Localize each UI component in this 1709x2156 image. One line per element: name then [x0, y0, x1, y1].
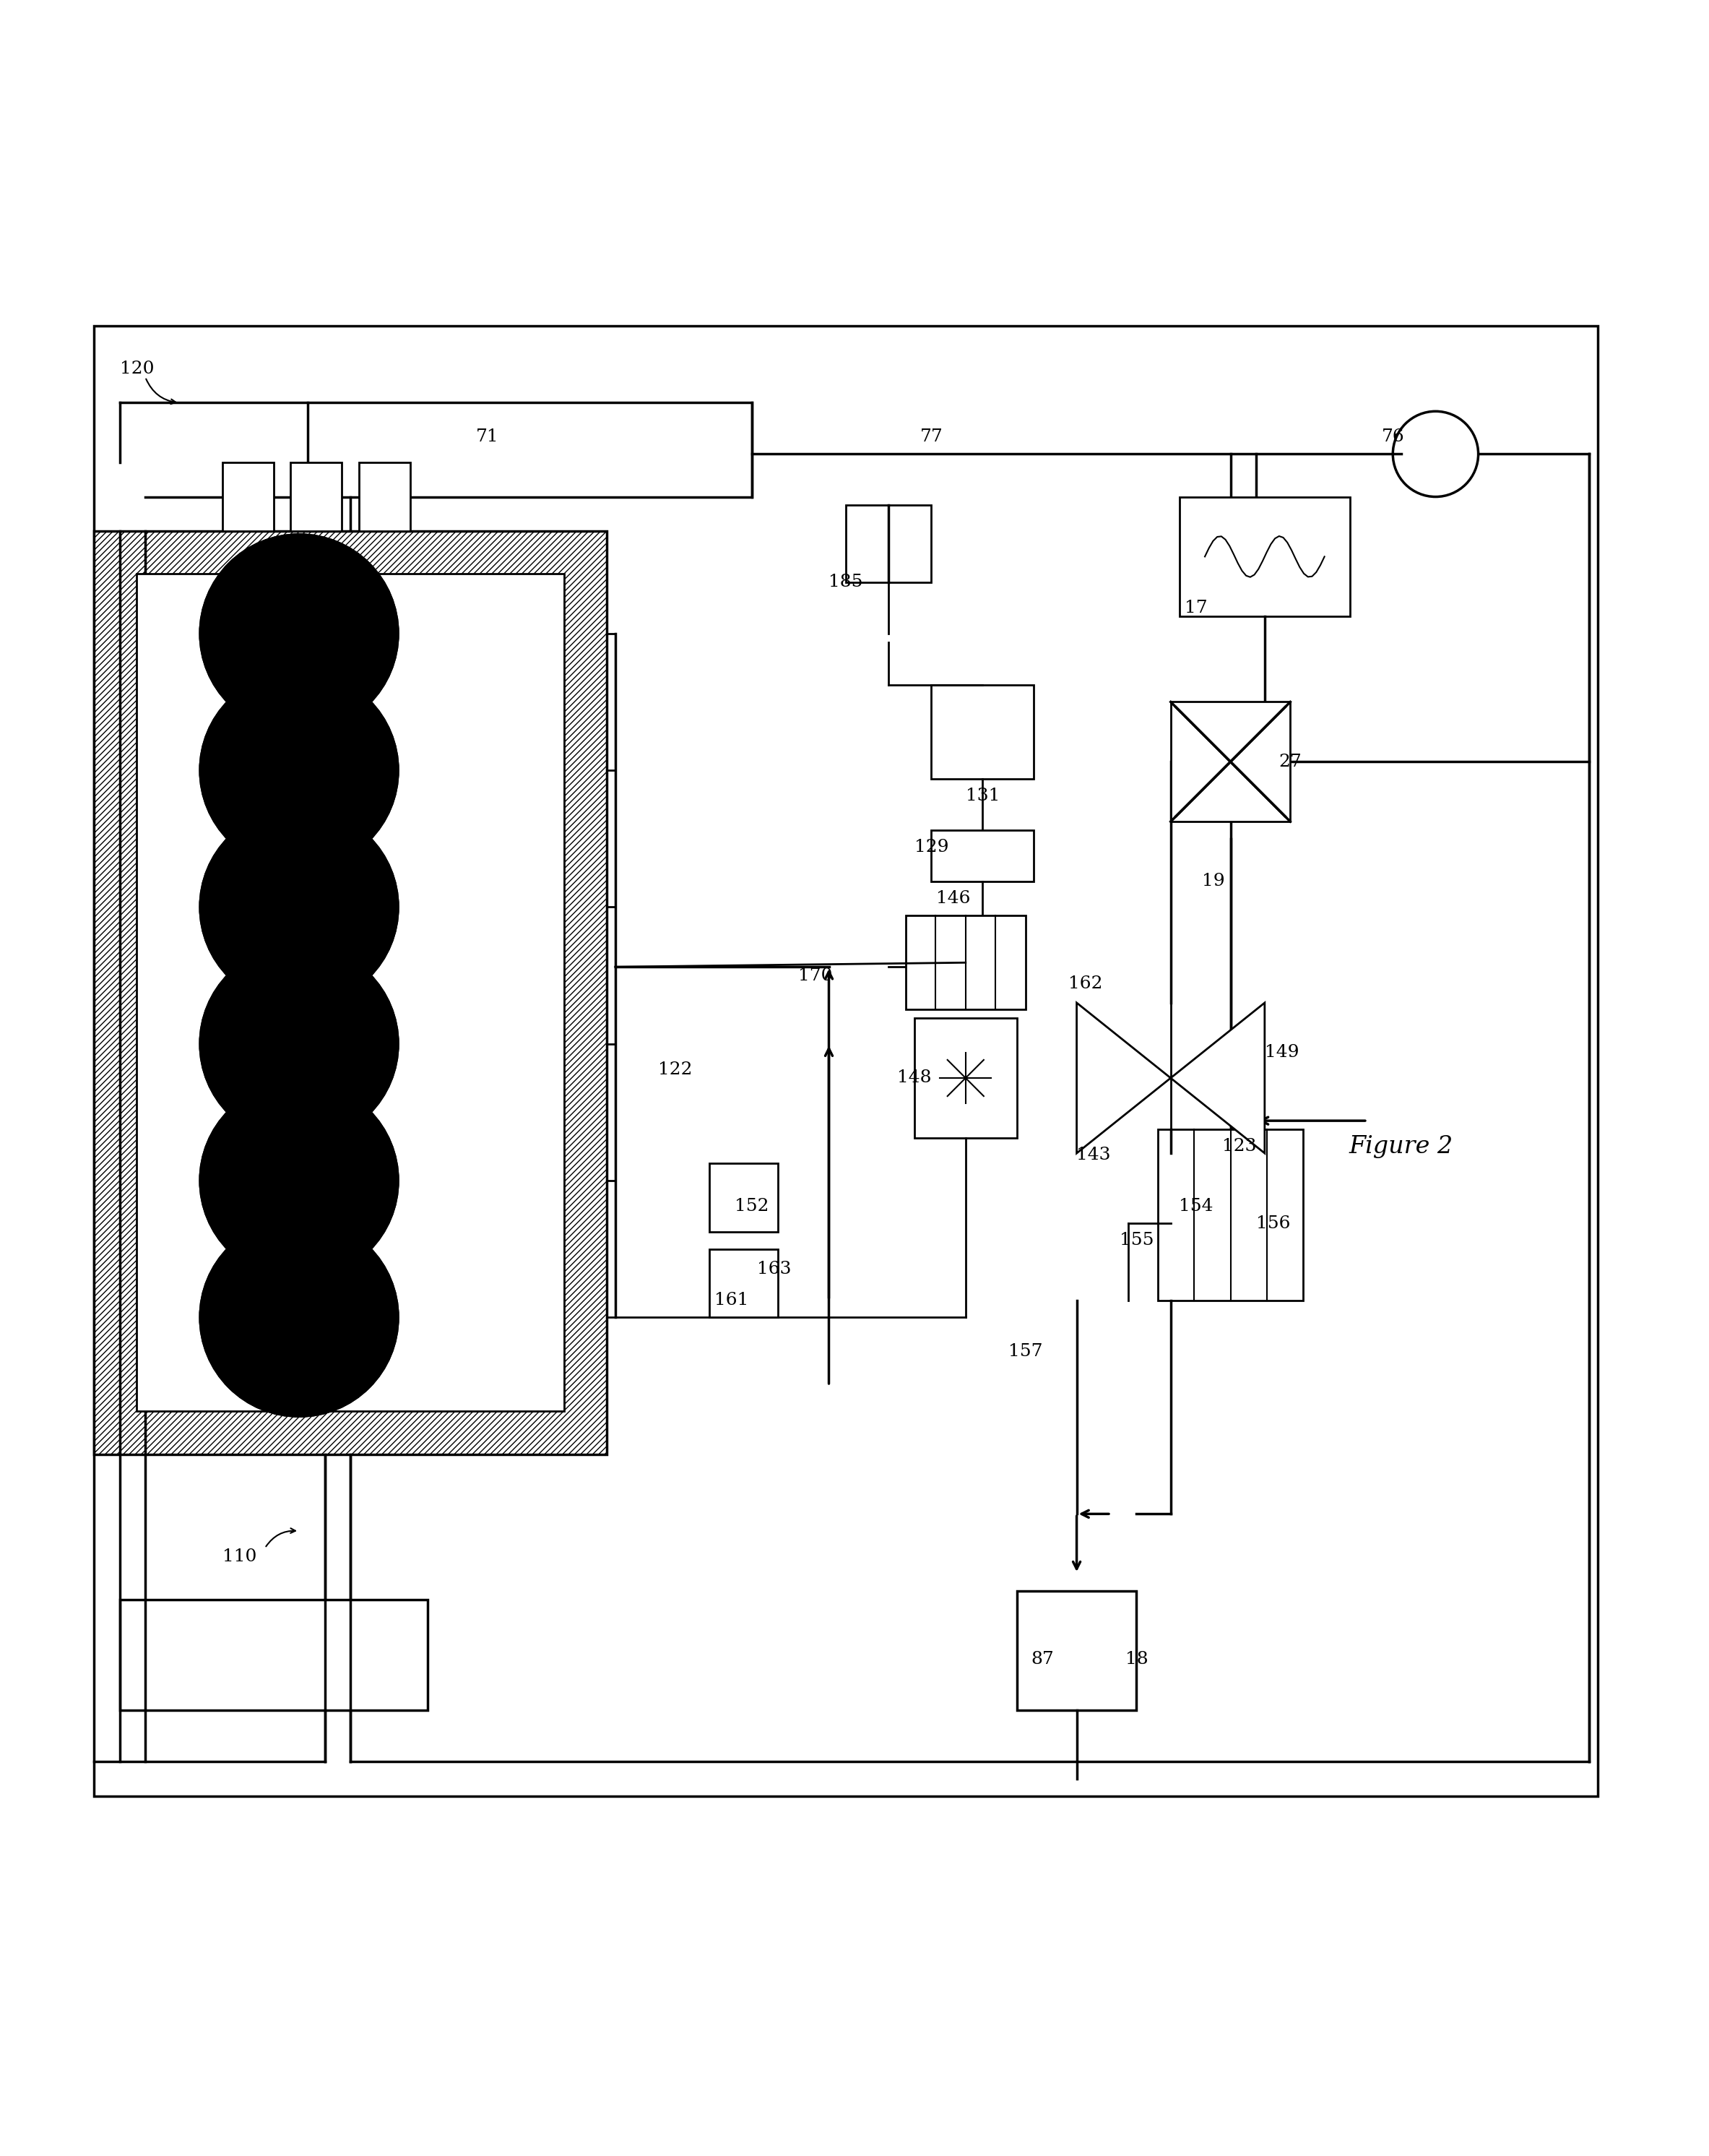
Circle shape [200, 1082, 398, 1281]
Bar [931, 686, 1034, 778]
Text: 122: 122 [658, 1061, 692, 1078]
Bar [94, 530, 607, 1453]
Bar [137, 573, 564, 1412]
Text: 123: 123 [1222, 1138, 1256, 1156]
Bar [846, 505, 931, 582]
Circle shape [200, 808, 398, 1007]
Bar [291, 464, 342, 530]
Circle shape [226, 561, 373, 707]
Text: 155: 155 [1119, 1231, 1154, 1248]
Circle shape [226, 1106, 373, 1255]
Circle shape [200, 1218, 398, 1416]
Bar [914, 1018, 1017, 1138]
Polygon shape [1077, 1003, 1171, 1153]
Circle shape [226, 1244, 373, 1391]
Text: 110: 110 [222, 1548, 256, 1565]
Bar [1157, 1130, 1302, 1300]
Text: 17: 17 [1184, 599, 1208, 617]
Circle shape [226, 696, 373, 843]
Bar [120, 1600, 427, 1710]
Bar [709, 1164, 778, 1231]
Circle shape [226, 834, 373, 981]
Text: 152: 152 [735, 1199, 769, 1214]
Text: 185: 185 [829, 573, 863, 591]
Bar [94, 326, 1598, 1796]
Circle shape [226, 970, 373, 1117]
Text: 146: 146 [937, 890, 971, 908]
Bar [709, 1248, 778, 1317]
Bar [359, 464, 410, 530]
Text: 161: 161 [714, 1291, 749, 1309]
Circle shape [200, 671, 398, 869]
Text: 131: 131 [966, 787, 1000, 804]
Text: 149: 149 [1265, 1044, 1299, 1061]
Text: 154: 154 [1179, 1199, 1213, 1214]
Circle shape [200, 535, 398, 733]
Text: 170: 170 [798, 968, 832, 983]
Bar [906, 916, 1025, 1009]
Text: 156: 156 [1256, 1216, 1290, 1231]
Text: 157: 157 [1008, 1343, 1042, 1360]
Text: 18: 18 [1125, 1651, 1148, 1667]
Text: 27: 27 [1278, 752, 1302, 770]
Text: 87: 87 [1031, 1651, 1054, 1667]
Bar [1171, 703, 1290, 821]
Text: 19: 19 [1201, 873, 1225, 890]
Text: 148: 148 [897, 1069, 931, 1087]
Circle shape [200, 944, 398, 1143]
Text: Figure 2: Figure 2 [1350, 1134, 1453, 1158]
Polygon shape [1171, 1003, 1265, 1153]
Text: 163: 163 [757, 1261, 791, 1279]
Text: 120: 120 [120, 360, 154, 377]
Circle shape [200, 944, 398, 1143]
Text: 143: 143 [1077, 1147, 1111, 1164]
Bar [1017, 1591, 1136, 1710]
Text: 129: 129 [914, 839, 948, 856]
Bar [308, 403, 752, 496]
Text: 162: 162 [1068, 977, 1102, 992]
Circle shape [200, 1082, 398, 1281]
Bar [931, 830, 1034, 882]
Circle shape [200, 535, 398, 733]
Circle shape [200, 671, 398, 869]
Text: 71: 71 [475, 429, 499, 446]
Circle shape [200, 1218, 398, 1416]
Bar [222, 464, 273, 530]
Circle shape [200, 808, 398, 1007]
Text: 77: 77 [919, 429, 943, 446]
Text: 76: 76 [1381, 429, 1405, 446]
Bar [1179, 496, 1350, 617]
